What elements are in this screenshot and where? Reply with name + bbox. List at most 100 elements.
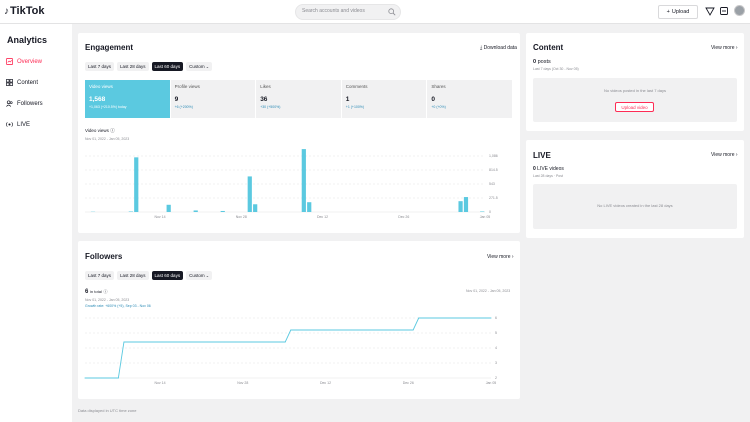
sidebar-item-label: LIVE xyxy=(17,121,31,128)
bar xyxy=(458,201,463,212)
data-point xyxy=(451,317,453,319)
tab-last-28-days[interactable]: Last 28 days xyxy=(117,271,149,280)
metric-change: +1 (+100%) xyxy=(345,105,365,109)
live-sub: Last 28 days · Post xyxy=(533,174,563,178)
content-icon xyxy=(6,79,13,86)
send-icon[interactable] xyxy=(705,6,715,16)
avatar[interactable] xyxy=(734,5,745,16)
data-point xyxy=(179,341,181,343)
upload-video-button[interactable]: Upload video xyxy=(615,102,654,112)
metric-shares[interactable]: Shares 0 +0 (+0%) xyxy=(427,80,512,118)
data-point xyxy=(112,377,114,379)
y-tick-label: 6 xyxy=(495,316,497,320)
data-point xyxy=(262,341,264,343)
data-point xyxy=(373,329,375,331)
y-tick-label: 814.5 xyxy=(489,168,498,172)
live-empty-text: No LIVE videos created in the last 28 da… xyxy=(597,203,673,208)
tiktok-note-icon: ♪ xyxy=(4,5,9,17)
live-view-more[interactable]: View more › xyxy=(711,152,738,158)
sidebar-item-overview[interactable]: Overview xyxy=(6,58,42,65)
search-box[interactable]: Search accounts and videos xyxy=(295,4,401,20)
tab-last-7-days[interactable]: Last 7 days xyxy=(85,271,115,280)
info-icon[interactable]: ⓘ xyxy=(110,128,115,133)
data-point xyxy=(362,329,364,331)
tab-last-28-days[interactable]: Last 28 days xyxy=(117,62,149,71)
tab-last-60-days[interactable]: Last 60 days xyxy=(151,62,184,71)
data-point xyxy=(306,329,308,331)
data-point xyxy=(268,341,270,343)
metric-comments[interactable]: Comments 1 +1 (+100%) xyxy=(341,80,427,118)
data-point xyxy=(134,341,136,343)
inbox-icon[interactable] xyxy=(719,6,729,16)
y-tick-label: 2 xyxy=(495,376,497,380)
data-point xyxy=(479,317,481,319)
x-tick-label: Dec 12 xyxy=(320,381,331,385)
x-tick-label: Dec 26 xyxy=(403,381,414,385)
data-point xyxy=(423,317,425,319)
data-point xyxy=(462,317,464,319)
tiktok-logo[interactable]: ♪ TikTok xyxy=(4,5,44,17)
engagement-tabs: Last 7 days Last 28 days Last 60 days Cu… xyxy=(85,62,213,71)
data-point xyxy=(279,341,281,343)
x-tick-label: Jan 05 xyxy=(486,381,497,385)
content-title: Content xyxy=(533,43,564,52)
data-point xyxy=(273,341,275,343)
bar xyxy=(193,210,198,212)
data-point xyxy=(318,329,320,331)
metric-label: Likes xyxy=(260,84,271,89)
tab-custom[interactable]: Custom xyxy=(186,62,213,71)
tab-custom[interactable]: Custom xyxy=(186,271,213,280)
metric-value: 36 xyxy=(260,96,268,103)
search-input[interactable]: Search accounts and videos xyxy=(302,8,365,14)
metric-value: 1,568 xyxy=(89,96,106,103)
data-point xyxy=(201,341,203,343)
metric-change: +6 (+200%) xyxy=(174,105,193,109)
metric-change: +30 (+500%) xyxy=(260,105,281,109)
chart-label: Video views ⓘ xyxy=(85,128,115,133)
tab-last-60-days[interactable]: Last 60 days xyxy=(151,271,184,280)
data-point xyxy=(434,317,436,319)
data-point xyxy=(184,341,186,343)
data-point xyxy=(128,341,130,343)
top-bar: ♪ TikTok Search accounts and videos + Up… xyxy=(0,0,750,24)
x-tick-label: Nov 14 xyxy=(154,381,165,385)
content-empty-state: No videos posted in the last 7 days xyxy=(533,78,737,122)
x-tick-label: Nov 14 xyxy=(154,215,165,219)
data-point xyxy=(123,341,125,343)
y-tick-label: 271.5 xyxy=(489,196,498,200)
upload-button[interactable]: + Upload xyxy=(658,5,698,19)
data-point xyxy=(173,341,175,343)
bar xyxy=(128,211,133,212)
followers-change: Growth rate: +600% (+5), Sep 03 - Nov 06 xyxy=(85,304,151,308)
data-point xyxy=(390,329,392,331)
sidebar-item-content[interactable]: Content xyxy=(6,79,38,86)
data-point xyxy=(340,329,342,331)
followers-title: Followers xyxy=(85,252,123,261)
data-point xyxy=(312,329,314,331)
x-tick-label: Nov 28 xyxy=(237,381,248,385)
data-point xyxy=(457,317,459,319)
metric-likes[interactable]: Likes 36 +30 (+500%) xyxy=(256,80,341,118)
y-tick-label: 3 xyxy=(495,361,497,365)
metric-change: +0 (+0%) xyxy=(431,105,446,109)
data-point xyxy=(95,377,97,379)
metric-video-views[interactable]: Video views 1,568 +1,063 (+210.5%) today xyxy=(85,80,170,118)
sidebar-item-live[interactable]: LIVE xyxy=(6,121,30,128)
bar xyxy=(166,204,171,212)
metric-profile-views[interactable]: Profile views 9 +6 (+200%) xyxy=(170,80,256,118)
download-data-link[interactable]: ⤓ Download data xyxy=(480,45,517,51)
followers-view-more[interactable]: View more › xyxy=(487,254,514,260)
chevron-right-icon: › xyxy=(511,254,514,260)
metric-label: Profile views xyxy=(174,84,200,89)
search-icon[interactable] xyxy=(388,8,396,16)
bar xyxy=(247,176,252,212)
data-point xyxy=(329,329,331,331)
info-icon[interactable]: ⓘ xyxy=(103,289,108,294)
sidebar-item-followers[interactable]: Followers xyxy=(6,100,43,107)
tab-last-7-days[interactable]: Last 7 days xyxy=(85,62,115,71)
metric-label: Video views xyxy=(89,84,113,89)
data-point xyxy=(412,329,414,331)
content-view-more[interactable]: View more › xyxy=(711,45,738,51)
sidebar-item-label: Content xyxy=(17,79,39,86)
y-tick-label: 4 xyxy=(495,346,497,350)
